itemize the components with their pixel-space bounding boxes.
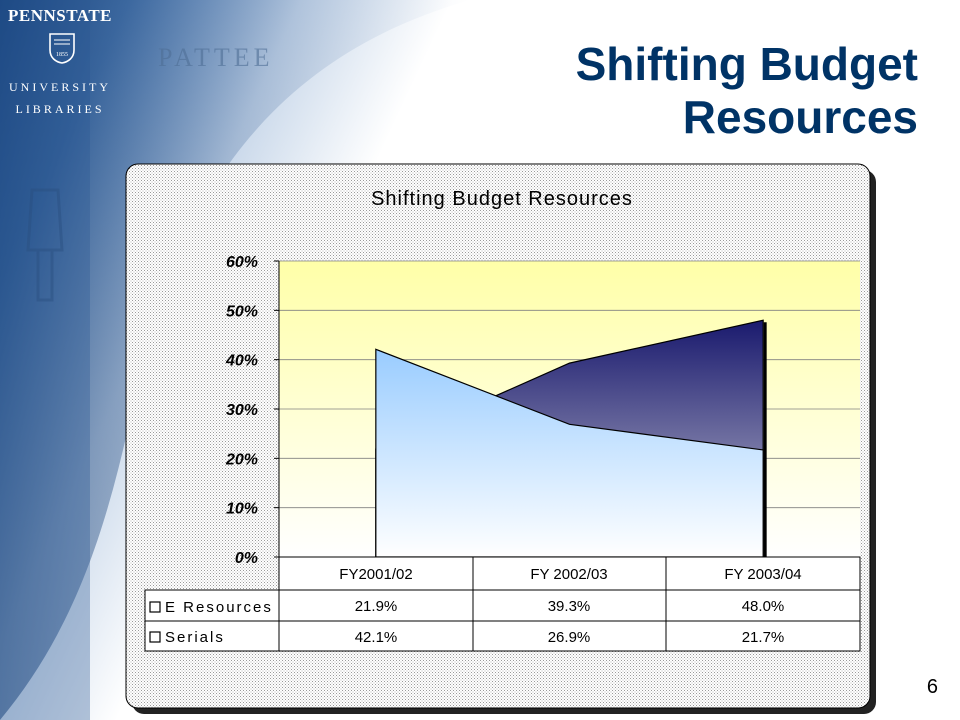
data-label-e-resources-1: 39.3% xyxy=(548,598,591,615)
y-tick-labels: 0% 10% 20% 30% 40% 50% 60% xyxy=(225,254,258,567)
data-label-e-resources-0: 21.9% xyxy=(355,598,398,615)
y-tick-label-4: 40% xyxy=(225,353,258,370)
y-tick-label-2: 20% xyxy=(225,451,258,468)
y-tick-label-3: 30% xyxy=(226,402,258,419)
chart-title: Shifting Budget Resources xyxy=(371,188,633,210)
y-tick-label-6: 60% xyxy=(226,254,258,271)
legend-key-e-resources xyxy=(149,601,161,613)
data-table: FY2001/02 FY 2002/03 FY 2003/04 E Resour… xyxy=(144,556,861,652)
series-area-serials xyxy=(375,348,764,558)
logo-pennstate-text: PENNSTATE xyxy=(8,6,113,25)
data-table-row-e-resources-bg xyxy=(144,589,861,622)
slide-title-line1: Shifting Budget xyxy=(575,38,918,90)
slide-title: Shifting Budget Resources xyxy=(398,38,918,144)
series-name-serials: Serials xyxy=(165,629,225,646)
legend-key-serials xyxy=(149,631,161,643)
pennstate-logo: PENNSTATE 1855 UNIVERSITY LIBRARIES xyxy=(8,6,112,122)
y-tick-label-0: 0% xyxy=(235,550,258,567)
data-label-serials-0: 42.1% xyxy=(355,629,398,646)
seal-icon: 1855 xyxy=(49,33,75,64)
y-tick-label-1: 10% xyxy=(226,501,258,518)
data-label-serials-1: 26.9% xyxy=(548,629,591,646)
category-label-2: FY 2003/04 xyxy=(724,566,801,583)
logo-libraries-text: LIBRARIES xyxy=(15,102,105,116)
data-table-row-serials-bg xyxy=(144,620,861,652)
data-label-serials-2: 21.7% xyxy=(742,629,785,646)
logo-university-text: UNIVERSITY xyxy=(9,80,111,94)
category-label-0: FY2001/02 xyxy=(339,566,412,583)
series-name-e-resources: E Resources xyxy=(165,599,273,616)
data-table-header-bg xyxy=(278,556,861,591)
data-label-e-resources-2: 48.0% xyxy=(742,598,785,615)
seal-year: 1855 xyxy=(56,52,68,58)
category-label-1: FY 2002/03 xyxy=(530,566,607,583)
y-tick-label-5: 50% xyxy=(226,303,258,320)
svg-text:PATTEE: PATTEE xyxy=(158,43,274,72)
page-number: 6 xyxy=(926,676,938,698)
slide-title-line2: Resources xyxy=(682,91,918,143)
